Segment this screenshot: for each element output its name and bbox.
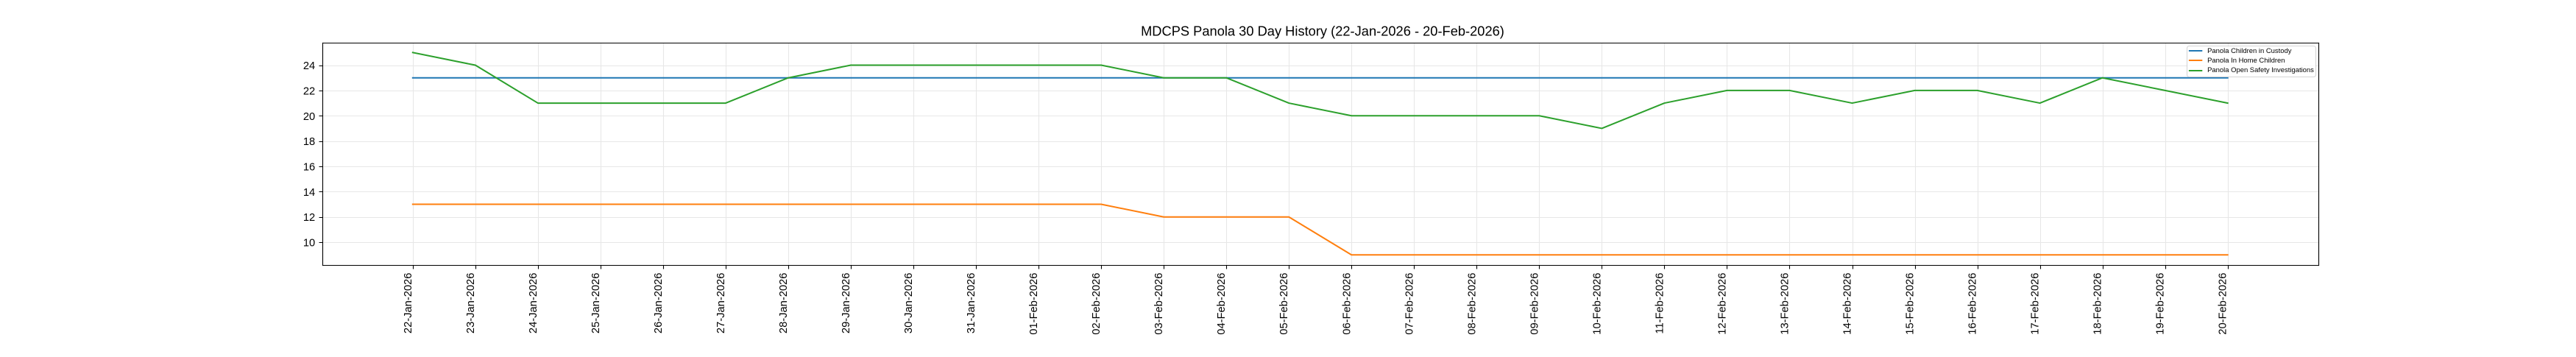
svg-text:10: 10 (303, 238, 315, 250)
svg-text:12: 12 (303, 212, 315, 224)
svg-text:29-Jan-2026: 29-Jan-2026 (841, 273, 852, 333)
svg-text:14-Feb-2026: 14-Feb-2026 (1842, 273, 1854, 335)
svg-text:03-Feb-2026: 03-Feb-2026 (1153, 273, 1165, 335)
svg-text:09-Feb-2026: 09-Feb-2026 (1529, 273, 1540, 335)
svg-text:05-Feb-2026: 05-Feb-2026 (1278, 273, 1290, 335)
svg-text:Panola In Home Children: Panola In Home Children (2207, 57, 2285, 65)
svg-text:01-Feb-2026: 01-Feb-2026 (1028, 273, 1040, 335)
svg-text:16-Feb-2026: 16-Feb-2026 (1967, 273, 1979, 335)
svg-text:11-Feb-2026: 11-Feb-2026 (1654, 273, 1666, 334)
svg-text:MDCPS Panola 30 Day History (2: MDCPS Panola 30 Day History (22-Jan-2026… (1141, 24, 1504, 39)
svg-text:20: 20 (303, 111, 315, 123)
svg-text:28-Jan-2026: 28-Jan-2026 (778, 273, 790, 333)
svg-text:14: 14 (303, 187, 315, 199)
svg-text:31-Jan-2026: 31-Jan-2026 (966, 273, 977, 333)
svg-text:04-Feb-2026: 04-Feb-2026 (1216, 273, 1228, 335)
svg-text:08-Feb-2026: 08-Feb-2026 (1466, 273, 1478, 335)
svg-text:24: 24 (303, 60, 315, 72)
svg-text:22-Jan-2026: 22-Jan-2026 (403, 273, 414, 333)
svg-text:16: 16 (303, 161, 315, 173)
svg-text:20-Feb-2026: 20-Feb-2026 (2218, 273, 2229, 335)
svg-text:26-Jan-2026: 26-Jan-2026 (653, 273, 665, 333)
svg-text:18: 18 (303, 136, 315, 148)
svg-text:07-Feb-2026: 07-Feb-2026 (1404, 273, 1415, 335)
svg-text:Panola Children in Custody: Panola Children in Custody (2207, 47, 2292, 55)
svg-text:12-Feb-2026: 12-Feb-2026 (1716, 273, 1728, 335)
svg-text:18-Feb-2026: 18-Feb-2026 (2092, 273, 2104, 335)
svg-text:25-Jan-2026: 25-Jan-2026 (590, 273, 602, 333)
svg-text:13-Feb-2026: 13-Feb-2026 (1779, 273, 1791, 335)
svg-text:22: 22 (303, 85, 315, 97)
svg-text:02-Feb-2026: 02-Feb-2026 (1091, 273, 1103, 335)
svg-text:24-Jan-2026: 24-Jan-2026 (528, 273, 539, 333)
svg-text:Panola Open Safety Investigati: Panola Open Safety Investigations (2207, 66, 2314, 74)
svg-text:23-Jan-2026: 23-Jan-2026 (465, 273, 477, 333)
svg-text:30-Jan-2026: 30-Jan-2026 (903, 273, 915, 333)
svg-text:10-Feb-2026: 10-Feb-2026 (1591, 273, 1603, 335)
svg-text:06-Feb-2026: 06-Feb-2026 (1341, 273, 1353, 335)
svg-text:15-Feb-2026: 15-Feb-2026 (1905, 273, 1917, 335)
svg-text:19-Feb-2026: 19-Feb-2026 (2155, 273, 2167, 335)
svg-text:27-Jan-2026: 27-Jan-2026 (715, 273, 727, 333)
svg-text:17-Feb-2026: 17-Feb-2026 (2030, 273, 2042, 335)
